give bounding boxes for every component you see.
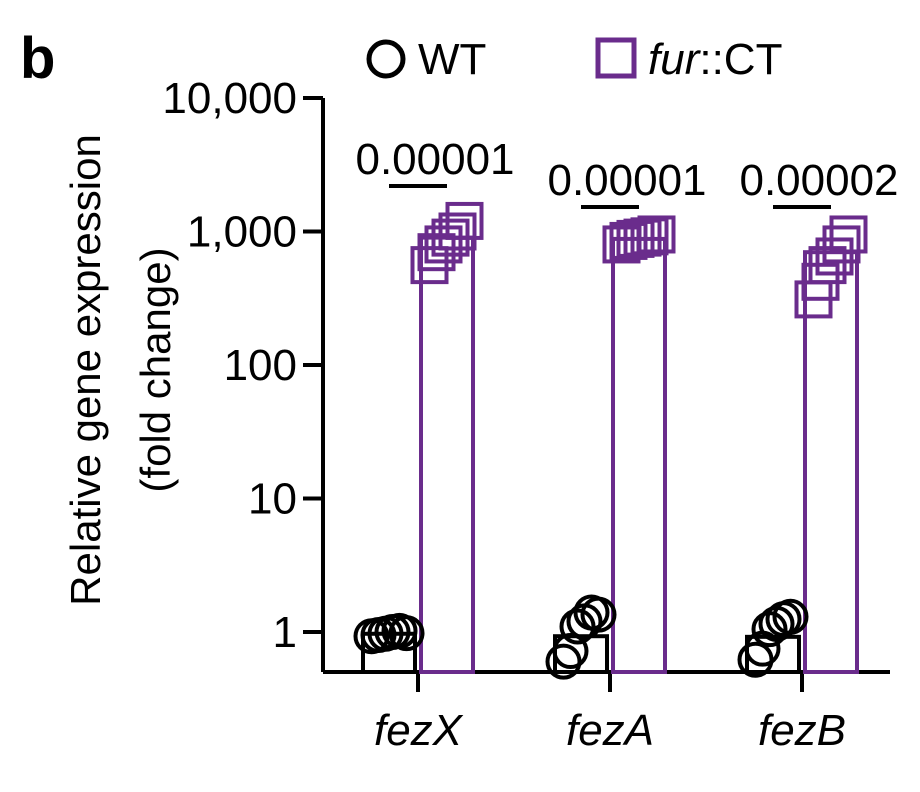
point-fur-ct bbox=[815, 237, 854, 276]
point-wt bbox=[580, 596, 617, 633]
bar-fur-ct bbox=[419, 235, 475, 675]
y-tick-label: 100 bbox=[224, 341, 297, 390]
point-fur-ct bbox=[609, 221, 648, 260]
panel-label: b bbox=[20, 26, 55, 91]
y-tick-label: 1 bbox=[273, 608, 297, 657]
legend-mut-label-italic: fur bbox=[648, 35, 702, 84]
point-fur-ct bbox=[808, 246, 847, 285]
point-fur-ct bbox=[424, 225, 463, 264]
p-value-label: 0.00001 bbox=[355, 135, 514, 184]
y-tick-label: 10 bbox=[248, 475, 297, 524]
p-value-label: 0.00001 bbox=[547, 156, 706, 205]
y-axis-label: Relative gene expression (fold change) bbox=[62, 134, 179, 606]
y-axis-label-line2: (fold change) bbox=[132, 247, 179, 492]
x-tick-label: fezA bbox=[566, 706, 654, 755]
point-wt bbox=[772, 598, 809, 635]
p-value-label: 0.00002 bbox=[739, 156, 898, 205]
bar-fur-ct bbox=[611, 236, 667, 674]
point-fur-ct bbox=[822, 225, 861, 264]
point-fur-ct bbox=[410, 246, 449, 285]
x-tick-label: fezB bbox=[758, 706, 846, 755]
point-wt bbox=[552, 633, 589, 670]
plot-area: 1 10 100 1,000 10,000 fezX 0.00001 fezA 0.00001 f… bbox=[162, 74, 898, 755]
point-wt bbox=[388, 615, 425, 652]
point-wt bbox=[545, 643, 582, 680]
legend-wt-label: WT bbox=[418, 35, 486, 84]
legend-mut-label: fur::CT bbox=[648, 35, 782, 84]
legend-mut-marker bbox=[595, 37, 637, 79]
y-axis-label-line1: Relative gene expression bbox=[62, 134, 109, 606]
x-tick-label: fezX bbox=[374, 706, 464, 755]
y-tick-label: 1,000 bbox=[187, 208, 297, 257]
legend-mut-label-rest: ::CT bbox=[699, 35, 782, 84]
point-fur-ct bbox=[438, 212, 477, 251]
point-fur-ct bbox=[417, 233, 456, 272]
point-fur-ct bbox=[637, 215, 676, 254]
point-fur-ct bbox=[829, 215, 868, 254]
y-tick-label: 10,000 bbox=[162, 74, 297, 123]
point-fur-ct bbox=[445, 201, 484, 240]
legend-wt-marker bbox=[366, 39, 406, 79]
legend: WT fur::CT bbox=[366, 35, 782, 84]
